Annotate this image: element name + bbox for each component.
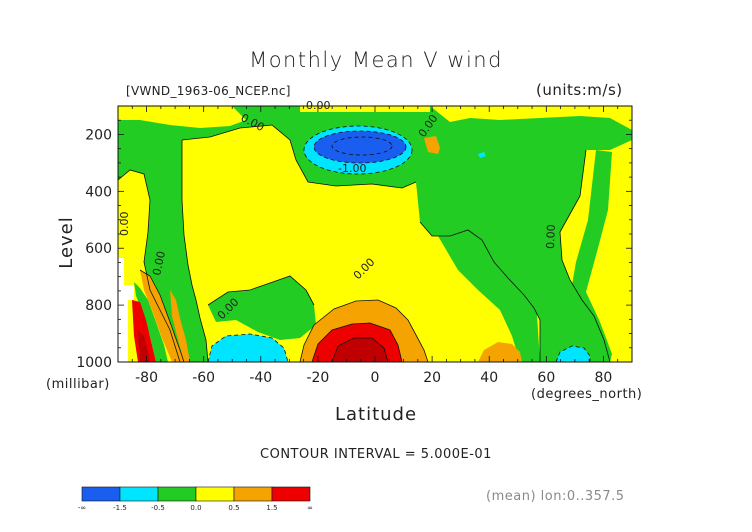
field-green-right-streak	[570, 150, 612, 362]
contour-fill-layer	[118, 106, 632, 362]
colorbar-tick-label: 0.5	[228, 504, 239, 512]
contour-line	[555, 345, 591, 362]
field-green-right-wedge	[438, 226, 540, 362]
contour-line	[118, 169, 181, 362]
x-tick-label: 0	[371, 370, 380, 386]
contour-lines	[118, 124, 611, 362]
y-tick-label: 1000	[76, 355, 112, 371]
contour-line	[181, 124, 417, 189]
contour-line	[207, 275, 315, 306]
x-tick-label: -40	[249, 370, 272, 386]
colorbar-swatch	[81, 486, 121, 502]
contour-label: 0.00	[118, 212, 131, 237]
x-tick-label: -80	[135, 370, 158, 386]
field-orange-left-streak-2	[170, 290, 190, 362]
longitude-mean-footnote: (mean) lon:0..357.5	[486, 489, 625, 504]
x-tick-label: 40	[480, 370, 498, 386]
field-blue-upper-core	[314, 131, 406, 163]
colorbar-tick-label: -0.5	[151, 504, 165, 512]
contour-line	[299, 299, 429, 362]
contour-line	[311, 322, 403, 362]
field-green-tongue	[408, 128, 452, 232]
contour-interval-text: CONTOUR INTERVAL = 5.000E-01	[260, 447, 492, 462]
field-orange-upper-patch	[424, 136, 440, 154]
colorbar-tick-label: -∞	[78, 504, 86, 512]
field-red-left-core	[132, 300, 156, 362]
contour-line	[313, 130, 407, 164]
field-yellow-topleft	[118, 106, 246, 128]
units-label: (units:m/s)	[536, 81, 623, 99]
y-tick-label: 400	[85, 184, 112, 200]
field-cyan-small-dot	[478, 152, 486, 158]
y-tick-label: 800	[85, 298, 112, 314]
contour-line	[419, 221, 541, 362]
chart-title: Monthly Mean V wind	[249, 48, 503, 72]
y-tick-label: 200	[85, 127, 112, 143]
colorbar-swatch	[195, 486, 235, 502]
contour-line	[181, 140, 209, 362]
field-yellow-top-right	[430, 106, 632, 130]
contour-line	[331, 136, 393, 156]
contour-label: 0.00	[544, 224, 558, 249]
colorbar: -∞ -1.5 -0.5 0.0 0.5 1.5 ∞	[78, 486, 313, 512]
source-file-label: [VWND_1963-06_NCEP.nc]	[126, 84, 291, 98]
x-axis-label: Latitude	[334, 404, 418, 425]
x-tick-label: 80	[595, 370, 613, 386]
contour-line	[139, 269, 185, 362]
field-darkred-left-core	[138, 330, 150, 362]
y-tick-label: 600	[85, 241, 112, 257]
x-axis-units: (degrees_north)	[531, 387, 643, 402]
contour-label: 0.00	[150, 250, 168, 277]
colorbar-swatch	[119, 486, 159, 502]
y-axis-units: (millibar)	[46, 377, 110, 392]
field-masked-region	[118, 258, 134, 362]
colorbar-tick-label: ∞	[307, 504, 313, 512]
axes-layer: -80 -60 -40 -20 0 20 40 60 80 200 400 600 800 1000	[76, 105, 633, 386]
contour-line	[559, 149, 611, 362]
colorbar-tick-label: 0.0	[190, 504, 201, 512]
x-tick-label: 20	[423, 370, 441, 386]
x-tick-label: -60	[192, 370, 215, 386]
field-cyan-lower-left	[208, 334, 288, 362]
contour-line	[303, 125, 413, 175]
colorbar-swatch	[157, 486, 197, 502]
x-tick-label: 60	[537, 370, 555, 386]
contour-line	[331, 337, 389, 362]
colorbar-tick-label: 1.5	[266, 504, 277, 512]
contour-line	[207, 333, 289, 362]
contour-label: -1.00	[338, 162, 366, 175]
colorbar-swatch	[271, 486, 311, 502]
x-tick-label: -20	[306, 370, 329, 386]
colorbar-tick-label: -1.5	[113, 504, 127, 512]
field-green-midlat	[208, 276, 316, 340]
field-green-left-streak	[134, 282, 168, 362]
field-darkred-lower-center	[332, 338, 388, 362]
colorbar-swatch	[233, 486, 273, 502]
